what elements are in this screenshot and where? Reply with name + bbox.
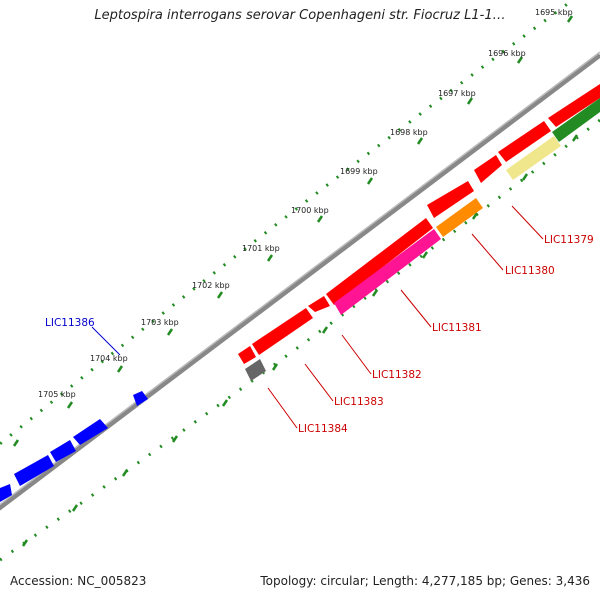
gene-blue-4[interactable] <box>14 455 54 486</box>
forward-strand-features <box>238 84 600 364</box>
gene-blue-2[interactable] <box>73 419 108 445</box>
gene-forward-6[interactable] <box>308 296 330 312</box>
gene-feature-orange[interactable] <box>436 198 483 237</box>
gene-forward-1[interactable] <box>548 84 600 127</box>
tick-label: 1699 kbp <box>340 167 378 176</box>
tick-ring-outer <box>0 0 576 446</box>
gene-label-LIC11381[interactable]: LIC11381 <box>432 322 482 334</box>
accession-text: Accession: NC_005823 <box>10 574 147 588</box>
gene-label-LIC11382[interactable]: LIC11382 <box>372 369 422 381</box>
gene-feature-gray[interactable] <box>245 359 266 381</box>
tick-label: 1703 kbp <box>141 318 179 327</box>
tick-labels: 1695 kbp 1696 kbp 1697 kbp 1698 kbp 1699… <box>38 8 573 399</box>
tick-label: 1704 kbp <box>90 354 128 363</box>
tick-label: 1696 kbp <box>488 49 526 58</box>
leader-LIC11382 <box>341 334 372 375</box>
gene-feature-khaki[interactable] <box>506 136 561 180</box>
leader-LIC11384 <box>267 387 298 429</box>
gene-label-LIC11379[interactable]: LIC11379 <box>544 234 594 246</box>
gene-label-LIC11386[interactable]: LIC11386 <box>45 317 95 329</box>
gene-feature-green[interactable] <box>552 98 600 142</box>
genome-title: Leptospira interrogans serovar Copenhage… <box>94 8 506 23</box>
tick-label: 1698 kbp <box>390 128 428 137</box>
gene-feature-pink[interactable] <box>334 229 441 315</box>
tick-label: 1695 kbp <box>535 8 573 17</box>
leader-LIC11381 <box>400 289 432 328</box>
gene-blue-1[interactable] <box>133 391 148 406</box>
reverse-strand-features <box>245 98 600 381</box>
major-ticks-outer <box>12 15 574 447</box>
major-ticks-inner <box>21 134 579 547</box>
leader-LIC11379 <box>511 205 544 240</box>
label-leaders <box>91 205 544 429</box>
gene-label-LIC11380[interactable]: LIC11380 <box>505 265 555 277</box>
leader-LIC11386 <box>91 326 121 356</box>
gene-forward-4[interactable] <box>427 181 474 218</box>
backbone <box>0 53 600 511</box>
gene-forward-3[interactable] <box>474 155 502 183</box>
blue-features <box>0 391 148 502</box>
tick-label: 1697 kbp <box>438 89 476 98</box>
genome-summary-text: Topology: circular; Length: 4,277,185 bp… <box>260 574 590 588</box>
gene-forward-8[interactable] <box>238 346 256 364</box>
gene-blue-5[interactable] <box>0 484 12 502</box>
tick-label: 1701 kbp <box>242 244 280 253</box>
gene-forward-2[interactable] <box>498 121 551 162</box>
gene-label-LIC11383[interactable]: LIC11383 <box>334 396 384 408</box>
tick-label: 1702 kbp <box>192 281 230 290</box>
gene-forward-7[interactable] <box>252 308 313 355</box>
gene-label-LIC11384[interactable]: LIC11384 <box>298 423 348 435</box>
gene-blue-3[interactable] <box>50 440 76 462</box>
tick-label: 1705 kbp <box>38 390 76 399</box>
leader-LIC11380 <box>471 233 504 271</box>
tick-label: 1700 kbp <box>291 206 329 215</box>
gene-forward-5[interactable] <box>326 218 433 305</box>
leader-LIC11383 <box>304 363 334 402</box>
gene-labels: LIC11379 LIC11380 LIC11381 LIC11382 LIC1… <box>45 234 594 435</box>
tick-ring-inner <box>0 118 600 562</box>
